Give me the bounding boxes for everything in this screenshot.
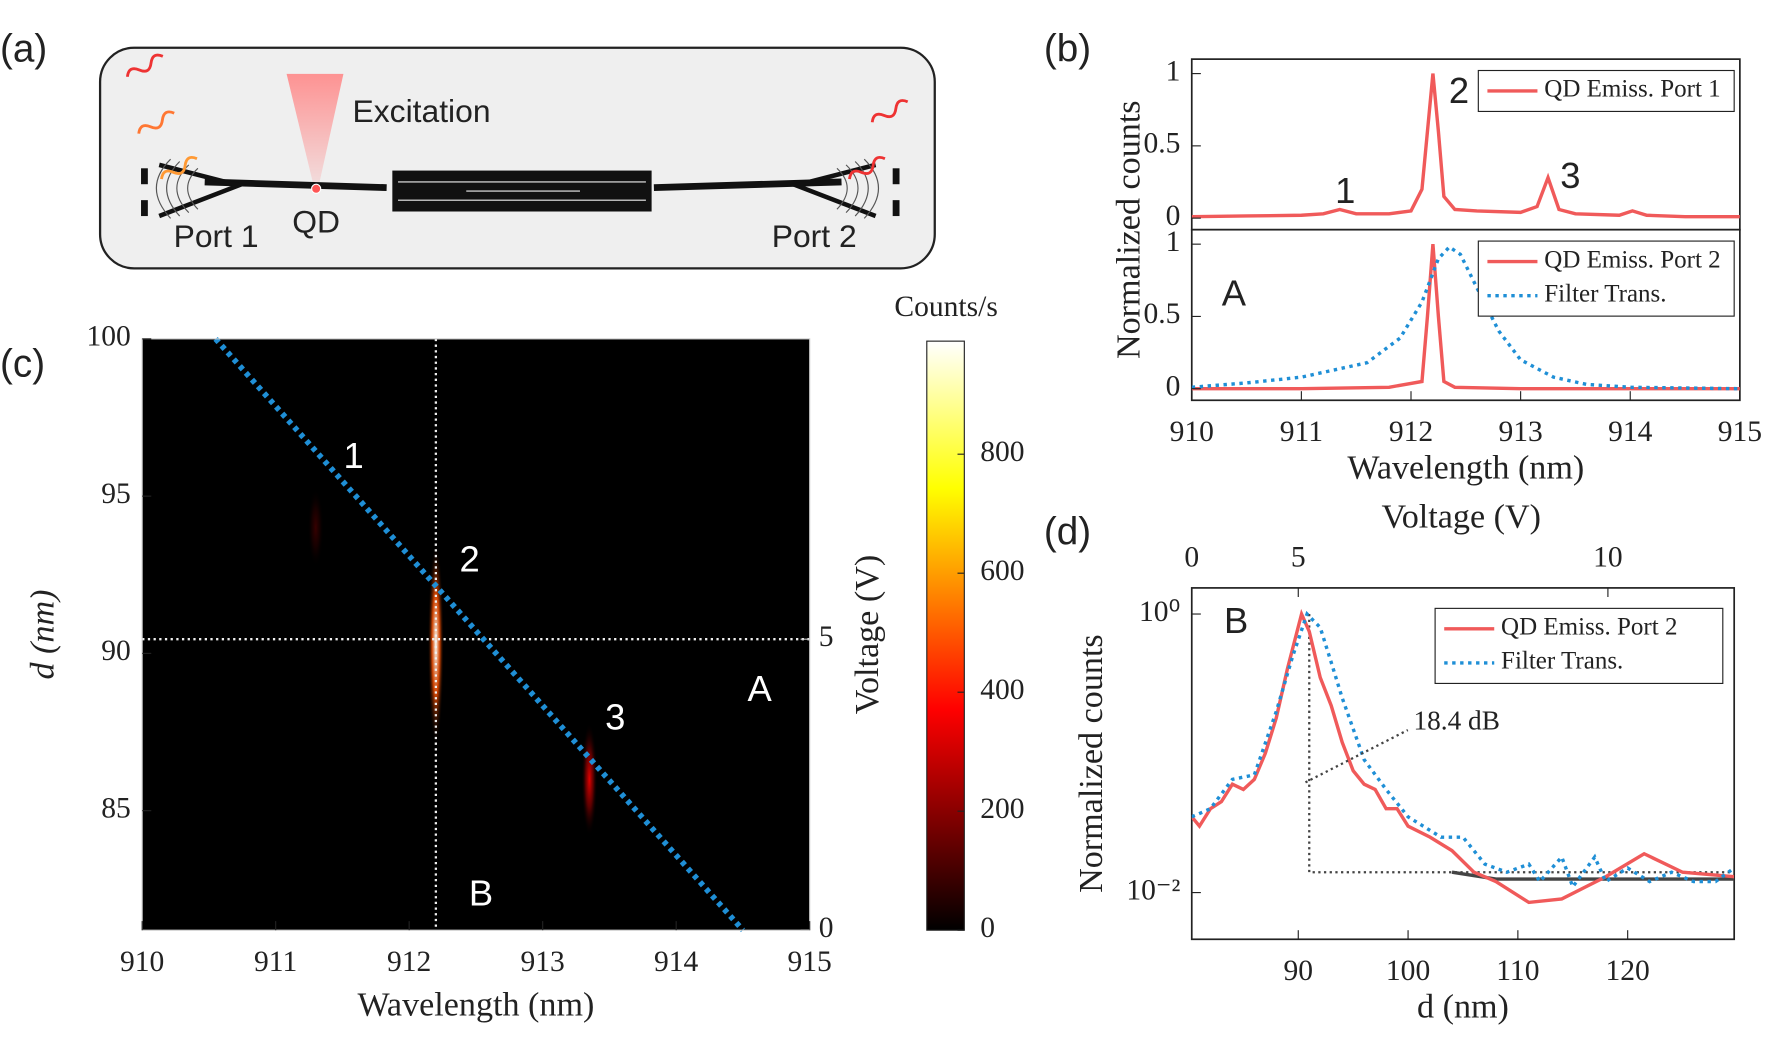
annotation-pointer (1304, 729, 1409, 784)
y2-axis-label: Voltage (V) (849, 555, 886, 714)
diagram-label: Excitation (353, 93, 491, 129)
panel-label: (b) (1044, 27, 1091, 70)
panel-label: (d) (1044, 511, 1091, 554)
legend-box (1434, 607, 1724, 684)
x-axis-label: Wavelength (nm) (357, 986, 594, 1023)
annotation: 1 (344, 435, 364, 476)
y-axis-label: Normalized counts (1073, 634, 1110, 893)
extinction-guide (1308, 614, 1735, 874)
grating-couplers (155, 158, 879, 219)
x2-tick-label: 10 (1593, 541, 1623, 573)
annotation: 2 (1449, 70, 1469, 111)
diagram-label: QD (292, 203, 340, 239)
x-tick-label: 915 (1718, 416, 1762, 448)
excitation-beam (286, 73, 344, 182)
device-diagram: Excitation QD Port 1 Port 2 (98, 46, 936, 270)
y-tick-label: 0.5 (1143, 128, 1180, 160)
legend-label: Filter Trans. (1501, 648, 1623, 675)
waveguide (158, 162, 877, 219)
x2-tick-label: 5 (1291, 541, 1306, 573)
y-tick-label: 0 (1166, 370, 1181, 402)
y-tick-label: 100 (86, 321, 130, 353)
x-axis-label: d (nm) (1417, 989, 1509, 1026)
colorbar-tick-label: 0 (980, 912, 995, 944)
stub (141, 168, 148, 185)
x-tick-label: 120 (1606, 955, 1650, 987)
quantum-dot (311, 183, 322, 194)
x2-axis-label: Voltage (V) (1382, 499, 1541, 536)
series-line (1191, 608, 1735, 905)
x-tick-label: 910 (1170, 416, 1214, 448)
x-tick-label: 914 (654, 946, 699, 978)
diagram-label: Port 1 (174, 218, 259, 254)
legend-label: QD Emiss. Port 2 (1544, 246, 1720, 273)
annotation: 3 (605, 696, 625, 737)
x-axis-label: Wavelength (nm) (1347, 450, 1584, 487)
x-tick-label: 912 (387, 946, 431, 978)
colorbar-tick-label: 400 (980, 674, 1024, 706)
y-tick-label: 85 (101, 792, 131, 824)
annotation: 18.4 dB (1414, 705, 1500, 735)
x-tick-label: 110 (1496, 955, 1539, 987)
annotation: 3 (1560, 155, 1580, 196)
x-tick-label: 914 (1608, 416, 1653, 448)
stub (892, 168, 900, 185)
x-tick-label: 913 (1498, 416, 1542, 448)
stub (141, 200, 148, 217)
annotation: B (469, 873, 493, 914)
y-tick-label: 0.5 (1143, 298, 1180, 330)
legend-label: Filter Trans. (1544, 280, 1666, 307)
panel-label: (c) (0, 342, 45, 385)
annotation: 1 (1335, 170, 1355, 211)
y2-tick-label: 0 (819, 912, 834, 944)
x-tick-label: 911 (254, 946, 297, 978)
legend-label: QD Emiss. Port 2 (1501, 614, 1677, 641)
x-tick-label: 915 (788, 946, 832, 978)
diagram-label: Port 2 (772, 218, 857, 254)
x-tick-label: 913 (521, 946, 565, 978)
legend-box (1477, 240, 1735, 317)
colorbar (926, 340, 965, 931)
colorbar-tick-label: 600 (980, 555, 1024, 587)
x2-tick-label: 0 (1184, 541, 1199, 573)
photons (125, 53, 909, 180)
x-tick-label: 90 (1283, 955, 1313, 987)
y-axis-label: Normalized counts (1110, 100, 1147, 359)
stub (892, 200, 900, 217)
y2-tick-label: 5 (819, 621, 834, 653)
series-line (1191, 244, 1740, 391)
x-tick-label: 100 (1386, 955, 1430, 987)
mems-detail (398, 181, 646, 201)
y-tick-label: 1 (1166, 55, 1181, 87)
axes-frame (141, 338, 811, 931)
legend-label: QD Emiss. Port 1 (1544, 76, 1720, 103)
x-tick-label: 912 (1389, 416, 1433, 448)
series-line (1191, 610, 1735, 891)
colorbar-tick-label: 200 (980, 793, 1024, 825)
y-tick-label: 10⁻² (1126, 874, 1180, 906)
peak (581, 722, 598, 837)
peak (307, 487, 324, 568)
colorbar-tick-label: 800 (980, 436, 1024, 468)
y-axis-label: d (nm) (24, 590, 61, 680)
panel-label: (a) (0, 27, 47, 70)
annotation: B (1224, 600, 1248, 641)
annotation: A (1222, 272, 1247, 313)
y-tick-label: 1 (1166, 226, 1181, 258)
y-tick-label: 10⁰ (1139, 596, 1180, 628)
x-tick-label: 911 (1280, 416, 1323, 448)
y-tick-label: 95 (101, 478, 131, 510)
x-tick-label: 910 (120, 946, 164, 978)
annotation: 2 (460, 538, 480, 579)
annotation: A (748, 668, 773, 709)
y-tick-label: 0 (1166, 200, 1181, 232)
colorbar-label: Counts/s (894, 291, 997, 323)
series-line (1191, 73, 1740, 219)
y-tick-label: 90 (101, 635, 131, 667)
